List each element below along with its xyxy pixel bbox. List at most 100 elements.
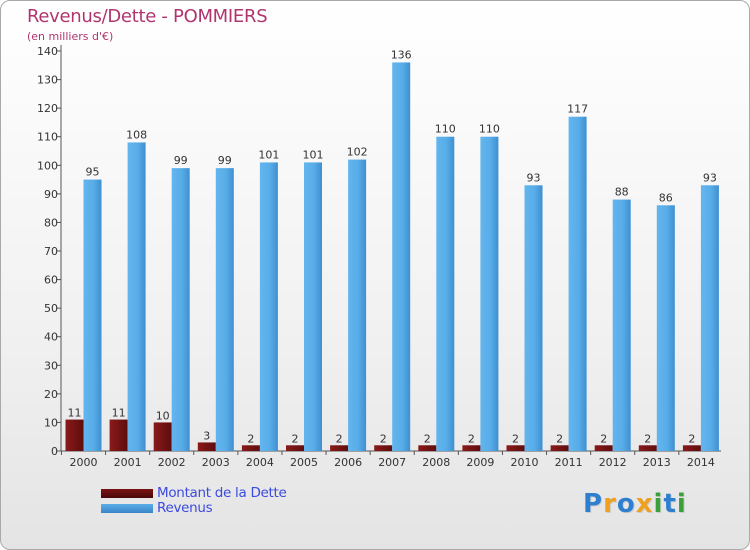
- data-label-revenus: 101: [258, 148, 279, 161]
- y-tick-label: 20: [44, 388, 58, 401]
- bar-revenus: [304, 162, 322, 451]
- legend-swatch-dette: [101, 489, 153, 498]
- legend-swatch-revenus: [101, 504, 153, 513]
- data-label-revenus: 102: [347, 146, 368, 159]
- data-label-dette: 2: [380, 432, 387, 445]
- chart-title: Revenus/Dette - POMMIERS: [27, 6, 268, 27]
- bar-dette: [594, 445, 613, 451]
- y-tick-label: 60: [44, 274, 58, 287]
- data-label-dette: 10: [156, 409, 170, 422]
- bar-dette: [418, 445, 437, 451]
- bar-revenus: [656, 205, 675, 451]
- y-tick-label: 100: [37, 159, 58, 172]
- logo-letter: t: [663, 489, 677, 519]
- data-label-dette: 2: [424, 432, 431, 445]
- bar-dette: [506, 445, 525, 451]
- y-tick-label: 30: [44, 359, 58, 372]
- data-label-dette: 2: [336, 432, 343, 445]
- bar-dette: [153, 422, 172, 451]
- y-tick-label: 140: [37, 45, 58, 58]
- logo-letter: r: [603, 489, 617, 519]
- bar-revenus: [524, 185, 543, 452]
- data-label-revenus: 108: [126, 128, 147, 141]
- proxiti-logo: Proxiti: [583, 489, 687, 519]
- y-tick-label: 90: [44, 188, 58, 201]
- data-label-dette: 2: [556, 432, 563, 445]
- data-label-revenus: 99: [174, 154, 188, 167]
- chart-subtitle: (en milliers d'€): [27, 30, 114, 43]
- x-tick-label: 2014: [687, 456, 715, 469]
- bar-revenus: [700, 185, 719, 452]
- data-label-revenus: 95: [86, 166, 100, 179]
- bar-revenus: [480, 136, 499, 451]
- x-tick-label: 2001: [114, 456, 142, 469]
- legend-label-dette: Montant de la Dette: [157, 485, 287, 501]
- data-label-dette: 11: [112, 407, 126, 420]
- y-tick-label: 80: [44, 216, 58, 229]
- data-label-dette: 3: [203, 429, 210, 442]
- bar-revenus: [612, 199, 631, 451]
- bars: [65, 62, 719, 452]
- bar-dette: [286, 445, 304, 451]
- y-tick-label: 120: [37, 102, 58, 115]
- y-tick-label: 40: [44, 331, 58, 344]
- bar-dette: [241, 445, 260, 451]
- bar-revenus: [392, 62, 411, 452]
- bar-dette: [550, 445, 569, 451]
- y-tick-label: 0: [51, 445, 58, 458]
- data-labels: 11 95 11 108 10 99 3 99 2 101 2 101 2 102 2 136 2 110 2 110…: [68, 48, 717, 445]
- bar-revenus: [259, 162, 278, 451]
- bar-dette: [638, 445, 657, 451]
- bar-revenus: [348, 159, 367, 452]
- x-tick-label: 2008: [422, 456, 450, 469]
- x-tick-label: 2012: [599, 456, 627, 469]
- legend-label-revenus: Revenus: [157, 500, 213, 516]
- x-tick-label: 2004: [246, 456, 274, 469]
- logo-letter: x: [635, 489, 654, 519]
- x-tick-label: 2013: [643, 456, 671, 469]
- logo-letter: i: [676, 489, 687, 519]
- y-tick-label: 10: [44, 416, 58, 429]
- bar-dette: [109, 419, 128, 451]
- data-label-revenus: 110: [479, 123, 500, 136]
- data-label-dette: 11: [68, 407, 82, 420]
- data-label-dette: 2: [688, 432, 695, 445]
- bar-revenus: [568, 116, 587, 451]
- bar-revenus: [215, 168, 234, 451]
- data-label-revenus: 101: [303, 148, 324, 161]
- bar-dette: [682, 445, 701, 451]
- x-tick-label: 2002: [158, 456, 186, 469]
- logo-letter: o: [616, 489, 636, 519]
- x-tick-label: 2005: [290, 456, 318, 469]
- data-label-revenus: 86: [659, 191, 673, 204]
- y-tick-label: 50: [44, 302, 58, 315]
- data-label-revenus: 93: [703, 171, 717, 184]
- data-label-revenus: 136: [391, 48, 412, 61]
- x-tick-label: 2010: [511, 456, 539, 469]
- bar-revenus: [83, 179, 102, 452]
- data-label-dette: 2: [468, 432, 475, 445]
- data-label-revenus: 93: [527, 171, 541, 184]
- data-label-dette: 2: [600, 432, 607, 445]
- data-label-revenus: 88: [615, 186, 629, 199]
- x-tick-label: 2006: [334, 456, 362, 469]
- data-label-dette: 2: [247, 432, 254, 445]
- data-label-revenus: 110: [435, 123, 456, 136]
- y-tick-label: 130: [37, 74, 58, 87]
- x-tick-label: 2007: [378, 456, 406, 469]
- bar-revenus: [127, 142, 146, 451]
- bar-dette: [65, 419, 84, 451]
- bar-dette: [374, 445, 393, 451]
- bar-revenus: [436, 136, 455, 451]
- data-label-dette: 2: [292, 432, 299, 445]
- y-tick-label: 110: [37, 131, 58, 144]
- x-tick-label: 2003: [202, 456, 230, 469]
- logo-letter: P: [583, 489, 604, 519]
- x-tick-label: 2000: [70, 456, 98, 469]
- data-label-revenus: 99: [218, 154, 232, 167]
- data-label-dette: 2: [644, 432, 651, 445]
- bar-dette: [330, 445, 349, 451]
- data-label-revenus: 117: [567, 103, 588, 116]
